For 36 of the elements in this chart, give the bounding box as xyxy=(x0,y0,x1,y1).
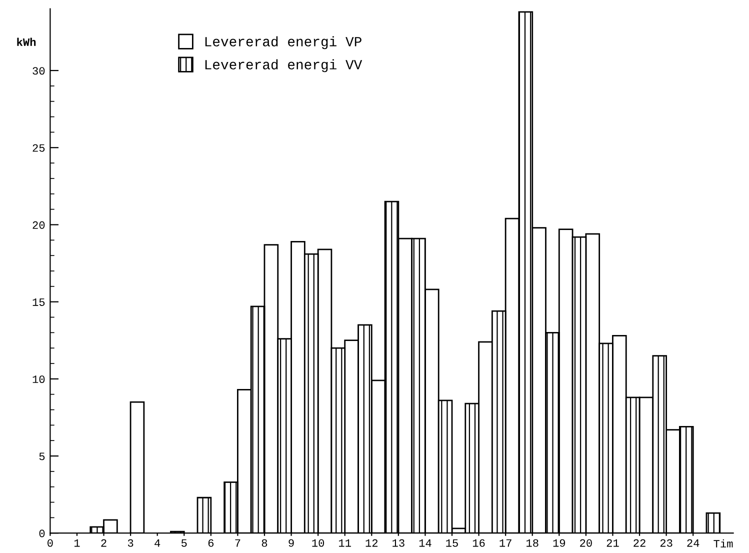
y-tick-label: 25 xyxy=(32,144,45,152)
y-tick-label: 5 xyxy=(39,452,45,460)
x-tick-label: 13 xyxy=(392,539,404,547)
x-tick-label: 1 xyxy=(74,539,80,547)
x-tick-label: 11 xyxy=(338,539,351,547)
legend-label: Levererad energi VP xyxy=(205,36,362,50)
y-tick-label: 20 xyxy=(32,221,45,229)
x-tick-label: 2 xyxy=(101,539,106,547)
x-tick-label: 19 xyxy=(553,539,566,547)
x-tick-label: 7 xyxy=(235,539,240,547)
y-axis-title: kWh xyxy=(17,38,36,46)
x-tick-label: 3 xyxy=(128,539,134,547)
x-tick-label: 5 xyxy=(181,539,187,547)
x-tick-label: 23 xyxy=(660,539,672,547)
x-tick-label: 16 xyxy=(472,539,485,547)
y-tick-label: 30 xyxy=(32,67,45,75)
x-tick-label: 6 xyxy=(208,539,214,547)
x-tick-label: 12 xyxy=(366,539,378,547)
x-tick-label: 20 xyxy=(580,539,592,547)
x-tick-label: 17 xyxy=(500,539,512,547)
y-tick-label: 10 xyxy=(32,375,45,384)
x-tick-label: 22 xyxy=(634,539,646,547)
x-tick-label: 0 xyxy=(48,539,53,547)
x-tick-label: 4 xyxy=(154,539,160,547)
y-tick-label: 15 xyxy=(32,298,45,306)
x-tick-label: 21 xyxy=(606,539,619,547)
x-axis-title: Tim xyxy=(714,539,733,548)
x-tick-label: 15 xyxy=(446,539,458,547)
x-tick-label: 14 xyxy=(419,539,432,547)
y-tick-label: 0 xyxy=(39,530,45,538)
legend-label: Levererad energi VV xyxy=(205,59,362,72)
x-tick-label: 24 xyxy=(687,539,700,547)
x-tick-label: 9 xyxy=(288,539,294,547)
x-tick-label: 10 xyxy=(312,539,324,547)
x-tick-label: 8 xyxy=(262,539,268,547)
x-tick-label: 18 xyxy=(526,539,538,547)
